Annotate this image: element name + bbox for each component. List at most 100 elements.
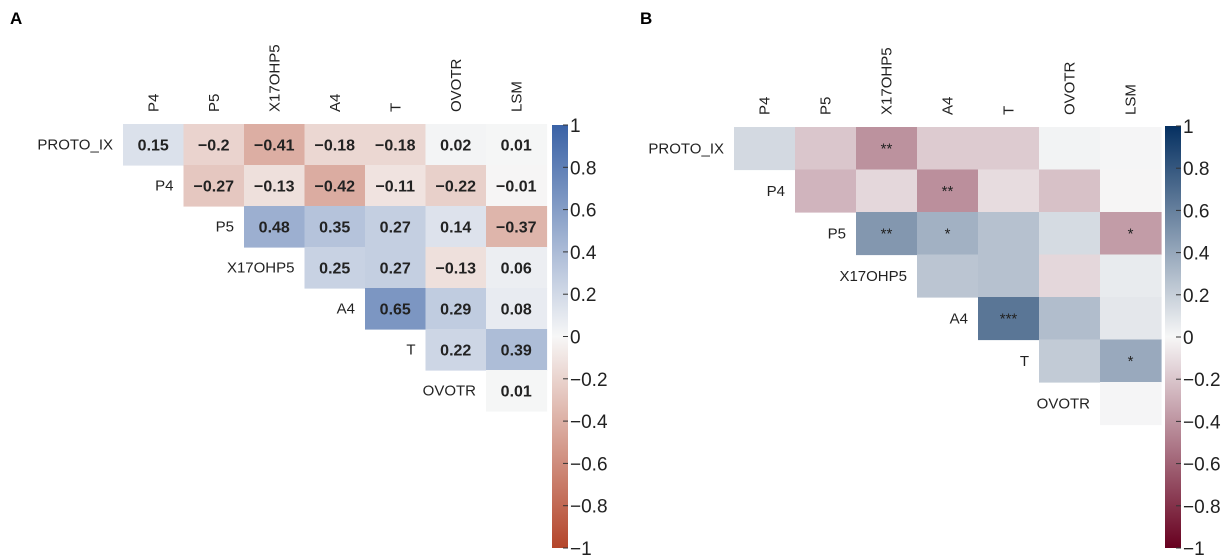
panel-a-cell-PROTO_IX-P5 [183, 124, 245, 166]
panel-a-cell-label: 0.01 [501, 137, 532, 154]
panel-b-cell-T-LSM [1100, 339, 1162, 383]
panel-a-colorbar-tick-label: −0.2 [570, 370, 608, 391]
panel-b-cell-P4-A4 [917, 169, 979, 213]
panel-b-cell-PROTO_IX-P4 [734, 127, 796, 171]
panel-b-colorbar-tick-label: −0.6 [1183, 455, 1221, 476]
panel-b-colorbar-tick-label: 0.6 [1183, 201, 1209, 222]
panel-a-cell-OVOTR-LSM [486, 370, 548, 412]
panel-a-col-label: P5 [206, 94, 223, 112]
panel-b-row-label: P4 [767, 183, 785, 200]
panel-b-colorbar-tick-label: 0.4 [1183, 244, 1210, 265]
panel-a-cell-P5-OVOTR [425, 206, 487, 248]
panel-b-cell-label: * [1128, 353, 1134, 370]
panel-a-cell-A4-OVOTR [425, 288, 487, 330]
panel-b-row-label: X17OHP5 [839, 268, 907, 285]
panel-a-cell-label: −0.18 [375, 137, 416, 154]
panel-b-cell-P4-LSM [1100, 169, 1162, 213]
panel-b-col-label: P4 [757, 97, 774, 115]
panel-a-cell-X17OHP5-OVOTR [425, 247, 487, 289]
panel-a-cell-label: −0.01 [496, 178, 537, 195]
panel-b-cell-P4-OVOTR [1039, 169, 1101, 213]
panel-a-cell-P4-LSM [486, 165, 548, 207]
panel-b-colorbar-tick-label: 0.2 [1183, 286, 1209, 307]
panel-b-cell-label: * [945, 226, 951, 243]
panel-a-col-label: P4 [145, 94, 162, 112]
panel-b-cell-X17OHP5-OVOTR [1039, 254, 1101, 298]
panel-b-cell-label: ** [881, 141, 893, 158]
panel-b-cell-P4-X17OHP5 [856, 169, 918, 213]
panel-b-cell-P5-T [978, 212, 1040, 256]
panel-a-cell-label: 0.22 [440, 342, 471, 359]
panel-a-cell-label: −0.37 [496, 219, 537, 236]
panel-b-cell-A4-OVOTR [1039, 297, 1101, 341]
panel-a-row-label: X17OHP5 [227, 260, 295, 277]
panel-a-colorbar-tick-label: 0.4 [570, 243, 597, 264]
panel-b-row-label: OVOTR [1037, 395, 1091, 412]
panel-b-col-label: LSM [1123, 84, 1140, 115]
panel-b-cell-A4-T [978, 297, 1040, 341]
panel-a-row-label: PROTO_IX [37, 137, 113, 154]
panel-a-cell-A4-T [365, 288, 427, 330]
panel-a-cell-label: −0.11 [375, 178, 415, 195]
panel-a-cell-label: 0.35 [319, 219, 350, 236]
panel-a-colorbar-tick-label: 0.6 [570, 201, 596, 222]
panel-a-colorbar-tick-label: 1 [570, 116, 581, 137]
panel-a-cell-label: 0.48 [259, 219, 290, 236]
panel-a-col-label: A4 [327, 94, 344, 112]
panel-b-cell-P5-X17OHP5 [856, 212, 918, 256]
panel-b-col-label: A4 [940, 97, 957, 115]
panel-b-cell-X17OHP5-A4 [917, 254, 979, 298]
panel-a-cell-PROTO_IX-T [365, 124, 427, 166]
panel-b-row-label: T [1020, 353, 1029, 370]
panel-a-cell-PROTO_IX-OVOTR [425, 124, 487, 166]
panel-b-colorbar-tick-label: −0.2 [1183, 370, 1221, 391]
panel-a-cell-A4-LSM [486, 288, 548, 330]
panel-a-row-label: T [406, 342, 415, 359]
panel-a-cell-label: −0.41 [254, 137, 295, 154]
panel-b-cell-label: ** [881, 226, 893, 243]
panel-b-col-label: OVOTR [1062, 61, 1079, 115]
panel-b-cell-P5-LSM [1100, 212, 1162, 256]
panel-b-row-label: P5 [828, 225, 846, 242]
panel-b-cell-PROTO_IX-OVOTR [1039, 127, 1101, 171]
panel-b-col-label: T [1001, 106, 1018, 115]
panel-b-cell-X17OHP5-LSM [1100, 254, 1162, 298]
panel-a-cell-label: 0.06 [501, 260, 532, 277]
panel-b-cell-label: ** [942, 183, 954, 200]
panel-a-cell-P4-A4 [304, 165, 366, 207]
panel-a-cell-P4-X17OHP5 [244, 165, 306, 207]
panel-a-cell-label: 0.02 [440, 137, 471, 154]
panel-a-cell-X17OHP5-A4 [304, 247, 366, 289]
panel-b-cell-P5-A4 [917, 212, 979, 256]
panel-b-row-label: A4 [950, 310, 968, 327]
panel-b-cell-X17OHP5-T [978, 254, 1040, 298]
panel-a-cell-label: −0.42 [315, 178, 356, 195]
panel-a-cell-label: −0.13 [436, 260, 477, 277]
panel-a-cell-label: 0.01 [501, 383, 532, 400]
panel-a-cell-P5-X17OHP5 [244, 206, 306, 248]
panel-a-colorbar-tick-label: 0 [570, 328, 581, 349]
panel-a-cell-PROTO_IX-A4 [304, 124, 366, 166]
panel-a-cell-T-LSM [486, 329, 548, 371]
panel-b-cell-P4-P5 [795, 169, 857, 213]
panel-b-colorbar-tick-label: 0 [1183, 328, 1194, 349]
panel-a-cell-label: −0.22 [436, 178, 477, 195]
panel-a-colorbar-tick-label: 0.2 [570, 285, 596, 306]
panel-a-colorbar-tick-label: −0.4 [570, 412, 608, 433]
panel-a-cell-label: 0.65 [380, 301, 411, 318]
panel-a-cell-P4-T [365, 165, 427, 207]
panel-a-cell-label: 0.27 [380, 219, 411, 236]
panel-a-cell-PROTO_IX-X17OHP5 [244, 124, 306, 166]
panel-b-row-label: PROTO_IX [648, 140, 724, 157]
panel-a-cell-label: −0.27 [194, 178, 235, 195]
panel-a-cell-PROTO_IX-LSM [486, 124, 548, 166]
panel-a-col-label: X17OHP5 [266, 44, 283, 112]
panel-b-colorbar [1165, 126, 1181, 548]
panel-a-cell-label: 0.14 [440, 219, 471, 236]
panel-a-colorbar-tick-label: −0.8 [570, 497, 608, 518]
panel-b-colorbar-tick-label: 1 [1183, 117, 1194, 138]
panel-b-cell-P5-OVOTR [1039, 212, 1101, 256]
panel-a-colorbar-tick-label: −0.6 [570, 454, 608, 475]
panel-a-cell-label: −0.13 [254, 178, 295, 195]
